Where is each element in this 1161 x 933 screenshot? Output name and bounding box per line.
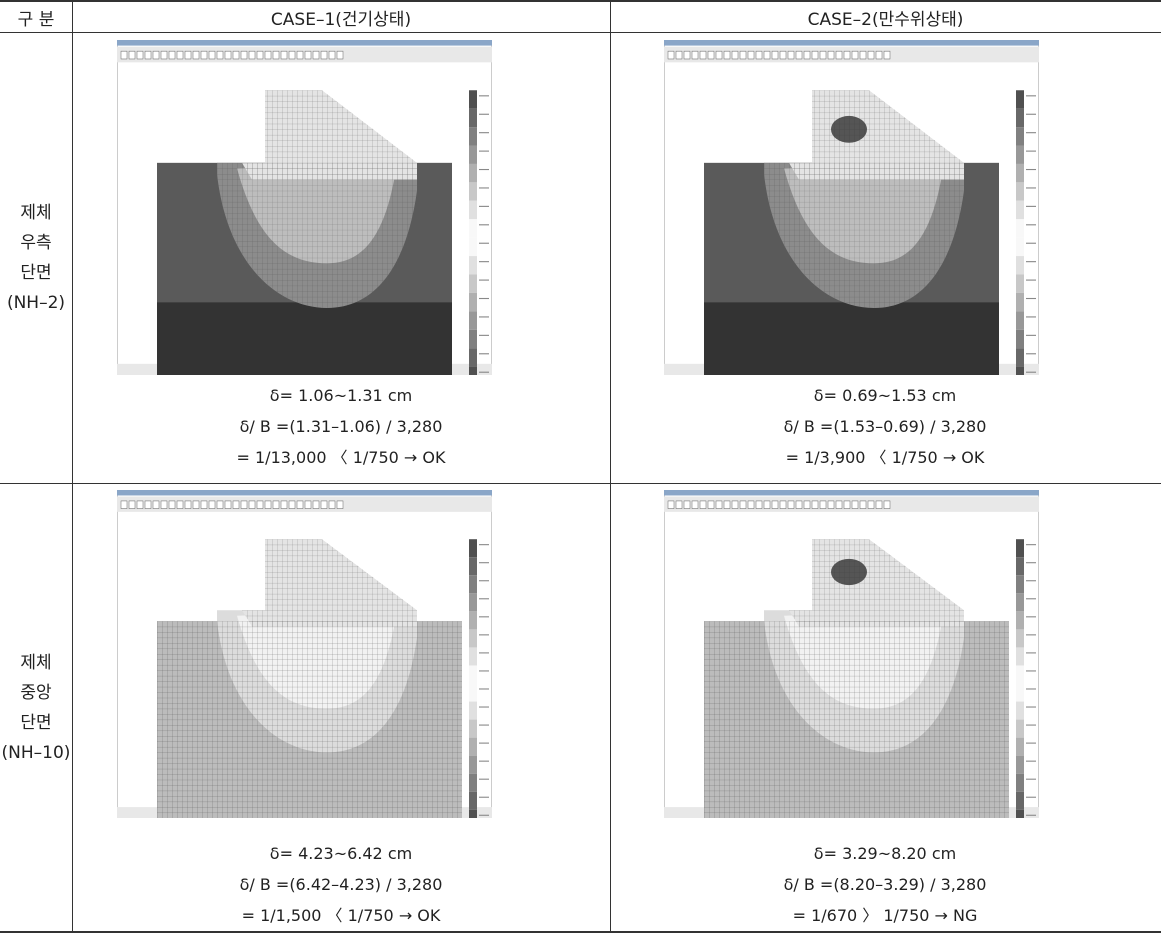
- header-cell: CASE–2(만수위상태): [610, 0, 1161, 33]
- caption-line: = 1/13,000 〈 1/750 → OK: [236, 448, 446, 467]
- caption-line: δ/ B =(8.20–3.29) / 3,280: [783, 875, 987, 894]
- caption-line: δ= 1.06~1.31 cm: [269, 386, 413, 405]
- caption-line: δ/ B =(1.31–1.06) / 3,280: [239, 417, 443, 436]
- caption-line: = 1/1,500 〈 1/750 → OK: [241, 906, 441, 925]
- header-cell: 구 분: [0, 0, 72, 33]
- row-label-line: (NH–10): [1, 743, 71, 763]
- result-image: [117, 40, 492, 375]
- row-label-line: 중앙: [20, 683, 52, 703]
- row-label-line: (NH–2): [6, 293, 66, 313]
- caption-line: = 1/670 〉 1/750 → NG: [792, 906, 978, 925]
- row-label-line: 우측: [20, 233, 52, 253]
- caption-line: δ= 0.69~1.53 cm: [813, 386, 957, 405]
- row-rule: [0, 483, 1161, 484]
- row-rule: [0, 931, 1161, 933]
- row-label-line: 단면: [20, 263, 52, 283]
- caption-line: δ= 3.29~8.20 cm: [813, 844, 957, 863]
- caption-line: δ/ B =(1.53–0.69) / 3,280: [783, 417, 987, 436]
- row-label-line: 제체: [20, 653, 52, 673]
- caption-line: = 1/3,900 〈 1/750 → OK: [785, 448, 985, 467]
- caption-line: δ/ B =(6.42–4.23) / 3,280: [239, 875, 443, 894]
- result-image: [664, 40, 1039, 375]
- result-image: [117, 490, 492, 818]
- column-rule: [610, 0, 611, 933]
- column-rule: [72, 0, 73, 933]
- header-cell: CASE–1(건기상태): [72, 0, 610, 33]
- row-label-line: 제체: [20, 203, 52, 223]
- caption-line: δ= 4.23~6.42 cm: [269, 844, 413, 863]
- result-image: [664, 490, 1039, 818]
- row-label-line: 단면: [20, 713, 52, 733]
